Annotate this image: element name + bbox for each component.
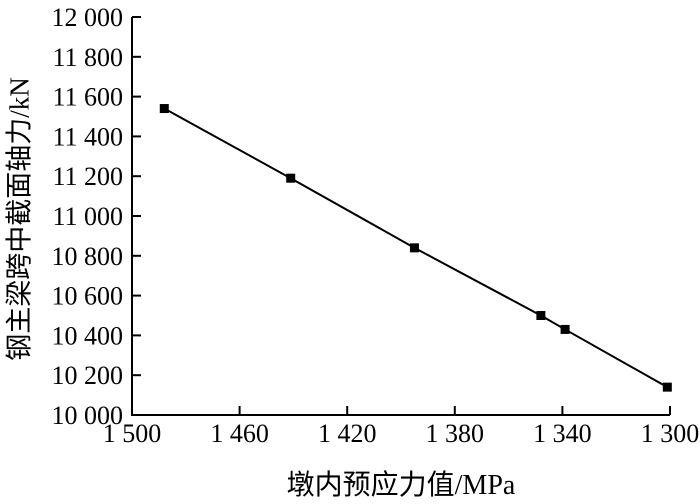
data-point-marker	[409, 243, 419, 253]
x-tick-label: 1 420	[318, 419, 377, 448]
y-tick-label: 12 000	[52, 3, 124, 32]
x-tick-label: 1 460	[210, 419, 269, 448]
data-point-marker	[286, 173, 296, 183]
x-tick-label: 1 340	[533, 419, 592, 448]
x-tick-label: 1 300	[641, 419, 700, 448]
y-tick-label: 10 600	[52, 282, 124, 311]
y-tick-label: 10 800	[52, 242, 124, 271]
data-point-marker	[662, 382, 672, 392]
x-tick-label: 1 500	[103, 419, 162, 448]
y-tick-label: 10 200	[52, 361, 124, 390]
y-tick-label: 11 600	[52, 83, 123, 112]
axes-frame	[131, 17, 670, 416]
y-tick-label: 11 400	[52, 122, 123, 151]
y-axis-title: 钢主梁跨中截面轴力/kN	[4, 77, 35, 361]
y-tick-label: 10 000	[52, 401, 124, 430]
data-point-marker	[560, 324, 570, 334]
y-tick-label: 11 200	[52, 162, 123, 191]
x-tick-label: 1 380	[426, 419, 485, 448]
data-point-marker	[159, 104, 169, 114]
y-tick-label: 10 400	[52, 321, 124, 350]
y-tick-label: 11 000	[52, 202, 123, 231]
data-series-line	[163, 107, 668, 389]
data-point-marker	[536, 311, 546, 320]
y-tick-label: 11 800	[52, 43, 123, 72]
x-axis-title: 墩内预应力值/MPa	[286, 470, 516, 501]
